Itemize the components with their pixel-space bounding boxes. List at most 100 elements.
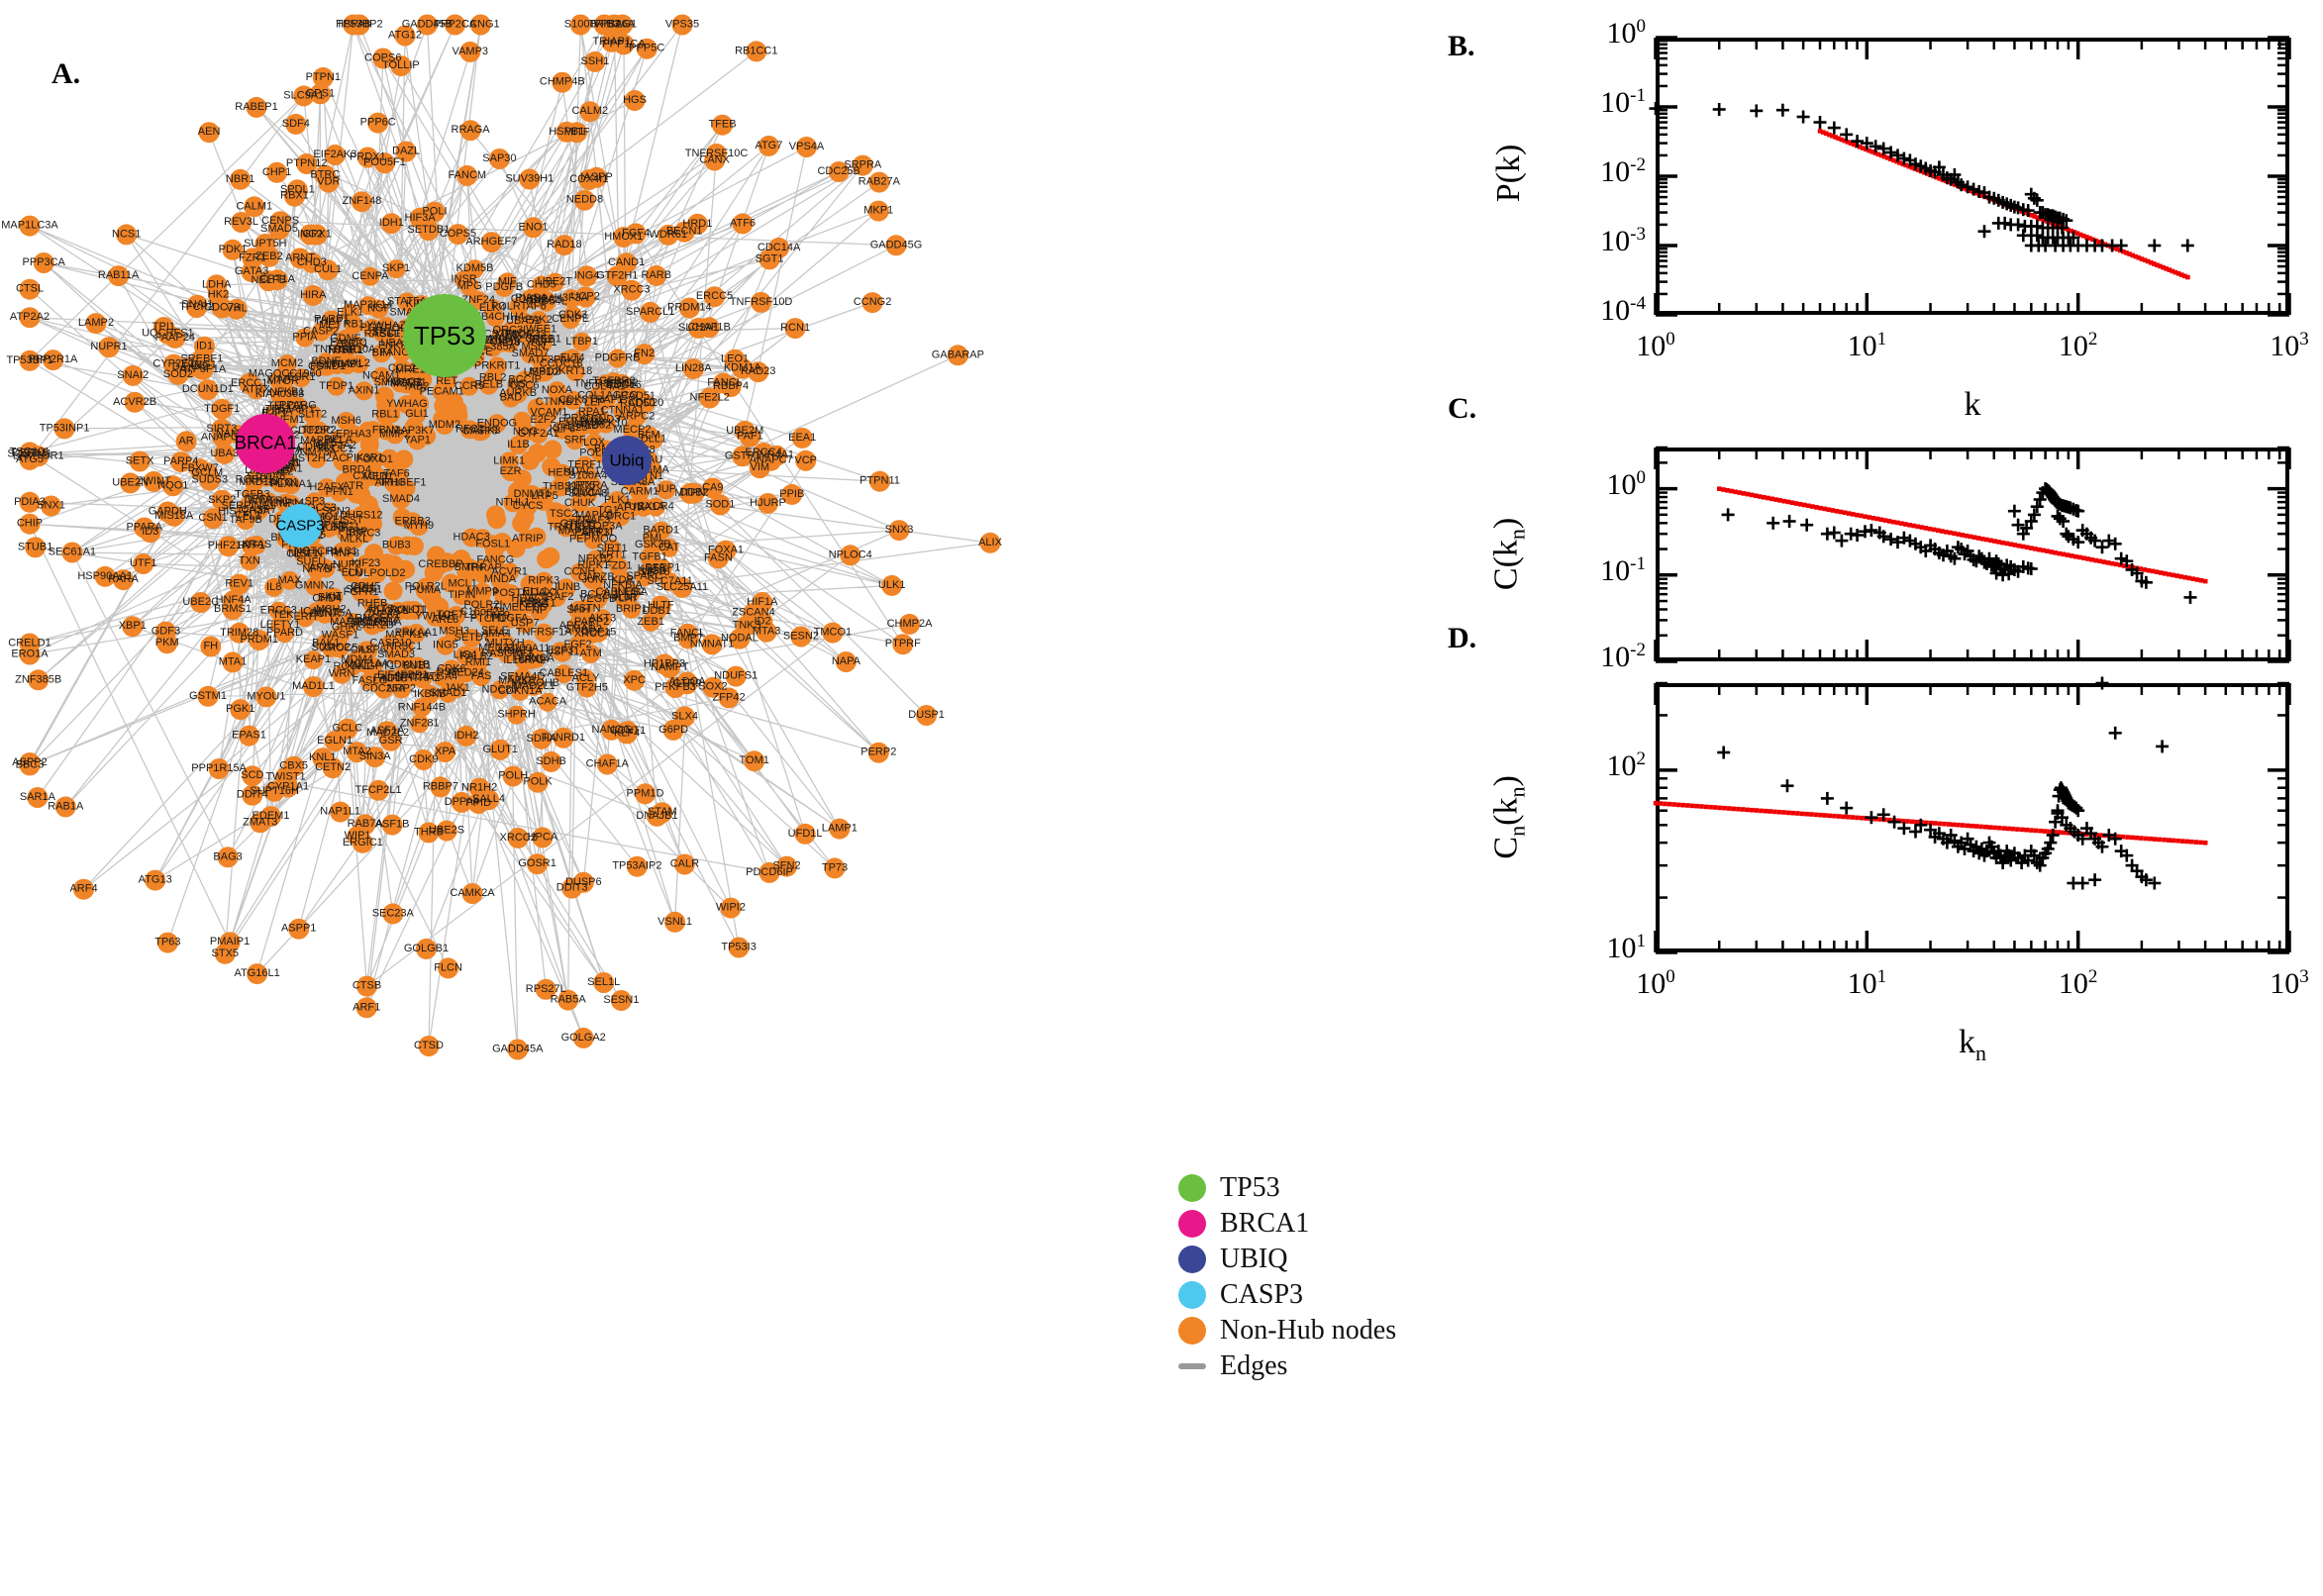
network-node[interactable]: [521, 650, 541, 670]
network-node[interactable]: [659, 538, 679, 557]
network-node[interactable]: [28, 669, 50, 691]
network-node[interactable]: [455, 725, 477, 747]
network-node[interactable]: [698, 317, 720, 339]
network-node[interactable]: [899, 613, 920, 635]
network-node[interactable]: [768, 237, 790, 258]
network-node[interactable]: [822, 622, 844, 644]
network-node[interactable]: [548, 381, 566, 401]
network-node[interactable]: [607, 491, 627, 510]
network-node[interactable]: [363, 657, 383, 677]
network-node[interactable]: [840, 545, 861, 566]
network-node[interactable]: [596, 414, 616, 434]
network-node[interactable]: [53, 418, 75, 440]
network-node[interactable]: [520, 450, 540, 470]
network-node[interactable]: [352, 832, 373, 853]
network-node[interactable]: [603, 14, 625, 36]
network-node[interactable]: [579, 101, 601, 123]
network-node[interactable]: [867, 200, 889, 222]
network-node[interactable]: [355, 997, 377, 1019]
network-node[interactable]: [354, 381, 374, 401]
network-node[interactable]: [122, 364, 144, 386]
network-node[interactable]: [507, 1039, 529, 1060]
network-node[interactable]: [280, 570, 299, 590]
network-node[interactable]: [636, 38, 657, 59]
network-node[interactable]: [519, 168, 541, 190]
network-node[interactable]: [266, 161, 288, 183]
network-node[interactable]: [534, 594, 554, 614]
network-node[interactable]: [380, 213, 402, 235]
network-node[interactable]: [472, 582, 492, 602]
network-node[interactable]: [535, 978, 556, 1000]
network-node[interactable]: [584, 50, 606, 72]
network-node[interactable]: [515, 614, 535, 634]
network-node[interactable]: [497, 272, 517, 292]
network-node[interactable]: [394, 637, 414, 656]
network-node[interactable]: [611, 507, 631, 527]
network-node[interactable]: [732, 446, 754, 467]
network-node[interactable]: [324, 731, 346, 752]
network-node[interactable]: [459, 41, 481, 62]
network-node[interactable]: [534, 571, 554, 591]
network-node[interactable]: [283, 755, 305, 777]
network-node[interactable]: [658, 657, 680, 678]
network-node[interactable]: [624, 90, 646, 111]
network-node[interactable]: [222, 599, 244, 621]
network-node[interactable]: [143, 470, 164, 492]
network-node[interactable]: [277, 354, 297, 374]
network-node[interactable]: [371, 366, 391, 386]
network-node[interactable]: [634, 344, 656, 365]
network-node[interactable]: [593, 609, 612, 629]
network-node[interactable]: [523, 217, 544, 239]
network-node[interactable]: [374, 152, 395, 174]
network-node[interactable]: [582, 570, 602, 590]
network-node[interactable]: [239, 725, 259, 747]
network-node[interactable]: [33, 252, 54, 273]
network-node[interactable]: [501, 584, 521, 604]
network-node[interactable]: [574, 189, 595, 211]
network-node[interactable]: [784, 318, 806, 340]
network-node[interactable]: [565, 431, 585, 450]
network-node[interactable]: [707, 548, 729, 569]
network-node[interactable]: [324, 145, 346, 165]
network-node[interactable]: [451, 791, 472, 813]
network-node[interactable]: [430, 776, 452, 798]
network-node[interactable]: [483, 535, 503, 554]
network-node[interactable]: [363, 514, 382, 534]
network-node[interactable]: [309, 421, 329, 441]
network-node[interactable]: [553, 727, 574, 748]
network-node[interactable]: [613, 227, 635, 248]
network-node[interactable]: [467, 793, 489, 814]
network-node[interactable]: [246, 96, 267, 118]
network-node[interactable]: [364, 747, 386, 768]
network-node[interactable]: [19, 633, 41, 654]
network-node[interactable]: [448, 224, 468, 246]
network-node[interactable]: [391, 679, 411, 699]
network-node[interactable]: [360, 266, 380, 286]
network-node[interactable]: [19, 215, 41, 237]
network-node[interactable]: [208, 758, 230, 779]
network-node[interactable]: [704, 286, 725, 308]
network-node[interactable]: [572, 417, 592, 436]
network-node[interactable]: [240, 551, 259, 571]
network-node[interactable]: [682, 358, 704, 380]
network-node[interactable]: [758, 861, 780, 883]
network-node[interactable]: [796, 137, 817, 157]
network-node[interactable]: [312, 748, 334, 769]
network-node[interactable]: [386, 259, 406, 279]
network-node[interactable]: [330, 801, 352, 823]
network-node[interactable]: [197, 379, 219, 401]
network-node[interactable]: [218, 536, 239, 557]
network-node[interactable]: [521, 345, 540, 364]
network-node[interactable]: [635, 783, 656, 805]
network-node[interactable]: [881, 574, 903, 596]
network-node[interactable]: [410, 714, 430, 734]
network-node[interactable]: [362, 594, 382, 614]
network-node[interactable]: [356, 554, 375, 574]
network-node[interactable]: [376, 421, 396, 441]
network-node[interactable]: [608, 349, 628, 368]
network-node[interactable]: [214, 443, 236, 464]
network-node[interactable]: [531, 728, 553, 749]
network-node[interactable]: [613, 401, 633, 421]
network-node[interactable]: [404, 601, 424, 620]
network-node[interactable]: [589, 623, 608, 643]
